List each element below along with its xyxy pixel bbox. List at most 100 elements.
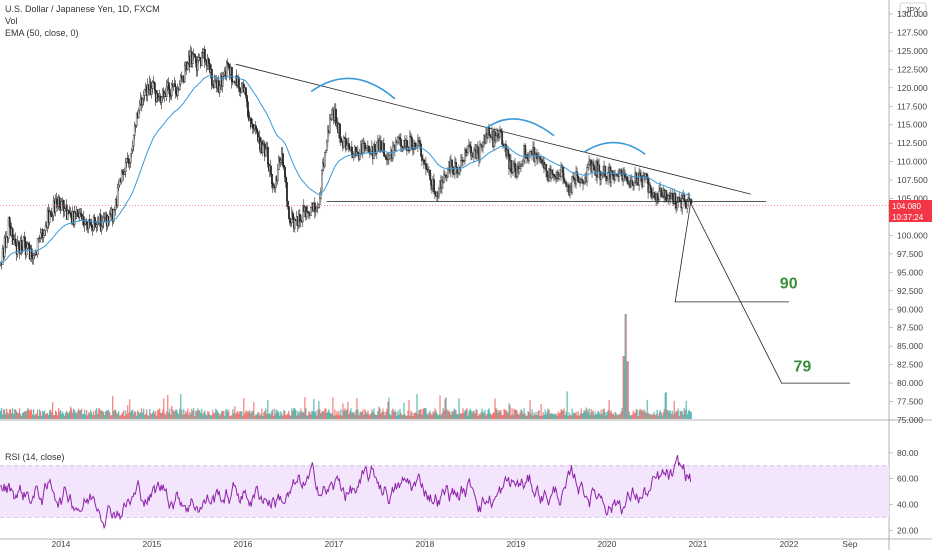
currency-box[interactable] [899,2,927,17]
candle-body [306,211,308,218]
candle-body [14,238,17,247]
volume-bar [51,412,53,419]
volume-bar [233,412,235,419]
candle-body [502,144,505,147]
volume-bar [489,413,491,419]
volume-bar [445,397,447,419]
volume-bar [361,412,363,419]
volume-bar [356,398,358,419]
candle-body [420,143,422,157]
time-tick-label: 2020 [597,539,616,549]
candle-body [246,95,248,103]
candle-body [267,146,269,165]
volume-bar [286,415,288,419]
volume-bar [75,412,77,419]
volume-bar [336,411,338,419]
candle-body [129,153,132,163]
candle-body [124,161,127,173]
candle-body [41,229,44,238]
volume-bar [244,413,246,419]
volume-bar [126,414,128,419]
volume-bar [633,413,635,419]
volume-bar [84,409,86,419]
volume-bar [78,408,80,419]
target-label: 90 [780,276,798,293]
volume-bar [42,410,44,419]
candle-body [362,143,364,153]
candle-body [66,210,69,220]
volume-bar [448,410,450,419]
volume-bar [172,409,174,419]
volume-bar [278,412,280,419]
volume-bar [602,409,604,419]
volume-bar [216,410,218,419]
volume-bar [583,410,585,419]
currency-label: JPY [905,5,921,15]
volume-bar [140,412,142,419]
volume-bar [686,414,688,419]
volume-bar [372,411,374,419]
volume-bar [446,409,448,419]
volume-bar [326,413,328,419]
volume-bar [452,411,454,419]
candle-body [227,62,229,65]
volume-bar [480,412,482,419]
candle-body [222,76,224,87]
volume-bar [643,409,645,419]
volume-bar [544,409,546,419]
volume-bar [263,412,265,419]
volume-bar [580,408,582,419]
price-tick-label: 120.000 [897,83,928,93]
candle-body [176,88,179,97]
volume-bar [315,410,317,419]
volume-bar [652,413,654,419]
candle-body [117,184,120,188]
volume-bar [373,408,375,419]
volume-bar [379,408,381,419]
volume-bar [457,414,459,419]
candle-body [196,60,199,71]
volume-bar [456,414,458,419]
volume-bar [18,412,20,419]
candle-body [563,177,566,182]
volume-bar [245,411,247,419]
volume-bar [237,411,239,419]
volume-bar [282,415,284,419]
price-tick-label: 97.500 [897,249,923,259]
volume-bar [527,411,529,419]
volume-bar [98,408,100,419]
candle-body [316,207,318,211]
volume-bar [104,415,106,419]
volume-bar [378,406,380,419]
volume-bar [219,415,221,419]
volume-bar [167,394,169,419]
candle-body [674,192,677,206]
volume-bar [207,411,209,419]
volume-bar [558,413,560,419]
volume-bar [539,415,541,419]
volume-bar [670,413,672,419]
volume-bar [240,411,242,419]
volume-bar [566,391,568,419]
volume-bar [105,411,107,419]
volume-bar [15,409,17,419]
volume-bar [623,356,625,419]
volume-bar [97,414,99,419]
candle-body [123,171,126,175]
price-tick-label: 85.000 [897,341,923,351]
candle-body [329,118,331,133]
candle-body [27,243,30,246]
volume-bar [466,408,468,419]
volume-bar [582,412,584,419]
volume-bar [352,412,354,419]
volume-bar [676,411,678,419]
price-tick-label: 115.000 [897,120,927,130]
volume-bar [536,415,538,419]
volume-bar [96,408,98,419]
volume-bar [296,415,298,419]
volume-bar [93,410,95,419]
candle-body [425,163,427,170]
volume-bar [192,410,194,419]
